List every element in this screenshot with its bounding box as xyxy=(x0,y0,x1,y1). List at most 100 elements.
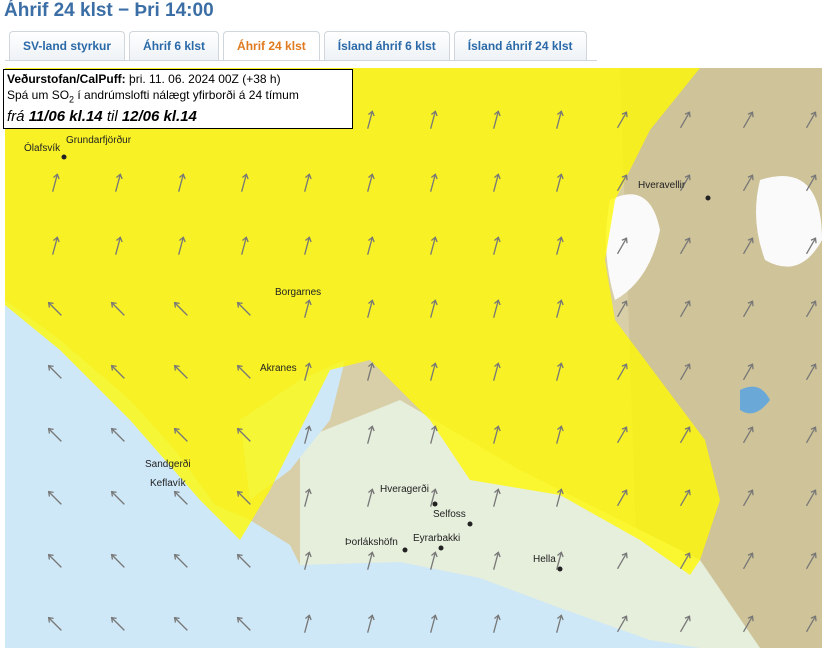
wind-arrow xyxy=(110,490,125,505)
arrow-head xyxy=(494,614,501,621)
wind-arrow xyxy=(805,552,817,570)
arrow-shaft xyxy=(742,489,754,507)
arrow-shaft xyxy=(304,489,310,507)
arrow-shaft xyxy=(556,111,562,129)
wind-arrow xyxy=(110,364,125,379)
description: Spá um SO xyxy=(7,88,70,102)
arrow-head xyxy=(747,363,754,370)
wind-arrow xyxy=(679,552,691,570)
arrow-head xyxy=(684,363,691,370)
wind-arrow xyxy=(367,614,375,633)
arrow-head xyxy=(368,173,375,180)
arrow-head xyxy=(242,173,249,180)
arrow-head xyxy=(494,425,501,432)
arrow-shaft xyxy=(52,237,58,255)
arrow-shaft xyxy=(742,237,754,255)
wind-arrow xyxy=(679,615,691,633)
wind-arrow xyxy=(805,363,817,381)
arrow-shaft xyxy=(304,237,310,255)
arrow-shaft xyxy=(430,426,436,444)
wind-arrow xyxy=(616,111,628,129)
arrow-head xyxy=(684,111,691,118)
arrow-head xyxy=(236,301,243,308)
wind-arrow xyxy=(556,614,564,633)
tab[interactable]: Ísland áhrif 24 klst xyxy=(453,31,587,60)
arrow-shaft xyxy=(367,489,373,507)
arrow-head xyxy=(810,615,817,622)
wind-arrow xyxy=(556,425,564,444)
tab[interactable]: Áhrif 6 klst xyxy=(129,31,220,60)
arrow-head xyxy=(810,552,817,559)
wind-arrow xyxy=(679,489,691,507)
arrow-shaft xyxy=(805,300,817,318)
arrow-head xyxy=(431,614,438,621)
wind-arrow xyxy=(805,174,817,192)
arrow-shaft xyxy=(616,426,628,444)
wind-arrow xyxy=(493,110,501,129)
wind-arrow xyxy=(178,236,186,255)
arrow-head xyxy=(684,552,691,559)
wind-arrow xyxy=(805,489,817,507)
wind-arrow xyxy=(556,299,564,318)
tab[interactable]: SV-land styrkur xyxy=(9,31,126,60)
tab-panel-border xyxy=(5,60,597,61)
arrow-head xyxy=(621,426,628,433)
so2-plume xyxy=(5,68,720,575)
place-label: Borgarnes xyxy=(275,287,321,298)
arrow-head xyxy=(684,489,691,496)
arrow-head xyxy=(305,614,312,621)
arrow-head xyxy=(368,299,375,306)
glacier xyxy=(756,176,822,267)
wind-arrow xyxy=(367,488,375,507)
wind-arrow xyxy=(367,299,375,318)
arrow-head xyxy=(747,552,754,559)
arrow-head xyxy=(431,425,438,432)
arrow-shaft xyxy=(805,174,817,192)
arrow-shaft xyxy=(556,426,562,444)
wind-arrow xyxy=(616,489,628,507)
wind-arrow xyxy=(679,426,691,444)
wind-arrow xyxy=(430,488,438,507)
wind-arrow xyxy=(616,174,628,192)
tab[interactable]: Áhrif 24 klst xyxy=(223,31,320,60)
arrow-shaft xyxy=(48,365,62,379)
arrow-head xyxy=(236,427,243,434)
arrow-head xyxy=(173,553,180,560)
wind-arrow xyxy=(430,614,438,633)
arrow-head xyxy=(242,236,249,243)
arrow-shaft xyxy=(174,365,188,379)
arrow-shaft xyxy=(679,489,691,507)
arrow-head xyxy=(305,299,312,306)
tab[interactable]: Ísland áhrif 6 klst xyxy=(323,31,450,60)
arrow-head xyxy=(810,111,817,118)
arrow-shaft xyxy=(556,489,562,507)
arrow-head xyxy=(810,363,817,370)
place-label: Selfoss xyxy=(433,509,466,520)
arrow-head xyxy=(305,425,312,432)
arrow-head xyxy=(684,174,691,181)
arrow-shaft xyxy=(430,552,436,570)
arrow-head xyxy=(368,614,375,621)
arrow-head xyxy=(747,300,754,307)
arrow-shaft xyxy=(304,426,310,444)
wind-arrow xyxy=(742,237,754,255)
arrow-shaft xyxy=(556,300,562,318)
arrow-shaft xyxy=(111,617,125,631)
arrow-shaft xyxy=(493,174,499,192)
arrow-shaft xyxy=(367,111,373,129)
place-label: Hveravellir xyxy=(638,180,686,191)
wind-arrow xyxy=(805,615,817,633)
arrow-head xyxy=(621,174,628,181)
arrow-shaft xyxy=(556,237,562,255)
arrow-head xyxy=(621,300,628,307)
wind-arrow xyxy=(115,173,123,192)
wind-arrow xyxy=(742,300,754,318)
arrow-head xyxy=(494,551,501,558)
wind-arrow xyxy=(304,299,312,318)
arrow-head xyxy=(305,488,312,495)
wind-arrow xyxy=(556,110,564,129)
arrow-head xyxy=(110,364,117,371)
arrow-shaft xyxy=(742,615,754,633)
arrow-head xyxy=(368,362,375,369)
wind-arrow xyxy=(110,427,125,442)
